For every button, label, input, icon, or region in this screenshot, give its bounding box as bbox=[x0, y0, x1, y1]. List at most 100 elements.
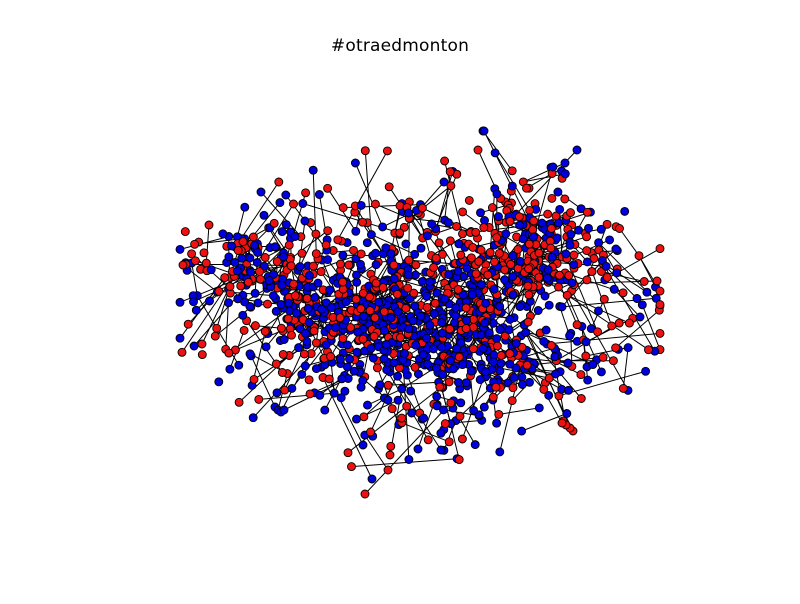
graph-node-blue bbox=[540, 337, 548, 345]
graph-node-blue bbox=[556, 205, 564, 213]
graph-node-red bbox=[312, 230, 320, 238]
graph-node-red bbox=[431, 299, 439, 307]
graph-node-red bbox=[387, 442, 395, 450]
graph-node-red bbox=[390, 261, 398, 269]
graph-node-red bbox=[656, 245, 664, 253]
graph-node-blue bbox=[573, 146, 581, 154]
graph-node-blue bbox=[315, 191, 323, 199]
graph-node-red bbox=[404, 284, 412, 292]
graph-node-blue bbox=[502, 230, 510, 238]
graph-node-blue bbox=[485, 329, 493, 337]
graph-edge bbox=[299, 221, 305, 268]
graph-node-blue bbox=[480, 127, 488, 135]
graph-node-red bbox=[325, 375, 333, 383]
graph-node-blue bbox=[353, 278, 361, 286]
graph-node-red bbox=[490, 258, 498, 266]
graph-node-blue bbox=[262, 343, 270, 351]
graph-node-red bbox=[412, 261, 420, 269]
graph-node-red bbox=[184, 320, 192, 328]
graph-node-blue bbox=[613, 269, 621, 277]
graph-node-blue bbox=[516, 221, 524, 229]
graph-node-red bbox=[561, 195, 569, 203]
graph-node-red bbox=[345, 261, 353, 269]
graph-node-red bbox=[558, 419, 566, 427]
graph-node-blue bbox=[516, 303, 524, 311]
graph-node-red bbox=[653, 277, 661, 285]
graph-node-blue bbox=[282, 221, 290, 229]
graph-node-red bbox=[619, 384, 627, 392]
graph-edge bbox=[206, 225, 209, 263]
graph-node-blue bbox=[535, 404, 543, 412]
graph-node-blue bbox=[551, 353, 559, 361]
graph-node-blue bbox=[597, 225, 605, 233]
graph-node-red bbox=[371, 314, 379, 322]
graph-node-blue bbox=[301, 362, 309, 370]
graph-node-red bbox=[462, 325, 470, 333]
graph-node-blue bbox=[423, 334, 431, 342]
graph-node-red bbox=[454, 286, 462, 294]
graph-node-red bbox=[418, 204, 426, 212]
graph-node-blue bbox=[548, 253, 556, 261]
graph-node-red bbox=[396, 229, 404, 237]
graph-node-blue bbox=[380, 327, 388, 335]
graph-node-blue bbox=[565, 386, 573, 394]
graph-node-red bbox=[215, 287, 223, 295]
graph-edge bbox=[623, 348, 628, 389]
graph-node-blue bbox=[433, 392, 441, 400]
graph-node-blue bbox=[273, 389, 281, 397]
graph-node-red bbox=[291, 292, 299, 300]
graph-node-red bbox=[359, 289, 367, 297]
graph-node-blue bbox=[372, 261, 380, 269]
graph-node-red bbox=[524, 318, 532, 326]
graph-node-red bbox=[383, 147, 391, 155]
graph-node-red bbox=[458, 435, 466, 443]
graph-node-red bbox=[469, 345, 477, 353]
graph-node-red bbox=[403, 402, 411, 410]
graph-node-red bbox=[447, 399, 455, 407]
graph-node-blue bbox=[292, 309, 300, 317]
graph-node-blue bbox=[353, 348, 361, 356]
graph-node-red bbox=[402, 304, 410, 312]
graph-node-red bbox=[609, 357, 617, 365]
graph-node-red bbox=[281, 386, 289, 394]
graph-node-blue bbox=[241, 298, 249, 306]
graph-edge bbox=[620, 229, 640, 256]
graph-node-blue bbox=[414, 445, 422, 453]
graph-node-blue bbox=[254, 299, 262, 307]
graph-node-red bbox=[221, 274, 229, 282]
graph-node-blue bbox=[470, 406, 478, 414]
graph-node-blue bbox=[585, 224, 593, 232]
graph-node-blue bbox=[478, 281, 486, 289]
graph-node-red bbox=[616, 225, 624, 233]
graph-node-red bbox=[285, 241, 293, 249]
graph-node-blue bbox=[642, 367, 650, 375]
graph-node-red bbox=[324, 184, 332, 192]
graph-node-blue bbox=[439, 371, 447, 379]
graph-node-red bbox=[240, 326, 248, 334]
graph-node-blue bbox=[496, 302, 504, 310]
graph-node-blue bbox=[346, 355, 354, 363]
graph-node-blue bbox=[518, 381, 526, 389]
graph-node-red bbox=[181, 228, 189, 236]
graph-node-blue bbox=[269, 292, 277, 300]
graph-node-blue bbox=[566, 332, 574, 340]
graph-node-blue bbox=[299, 200, 307, 208]
graph-node-blue bbox=[491, 149, 499, 157]
graph-node-blue bbox=[438, 329, 446, 337]
graph-node-red bbox=[474, 146, 482, 154]
graph-node-blue bbox=[563, 410, 571, 418]
graph-node-red bbox=[385, 183, 393, 191]
graph-node-blue bbox=[382, 341, 390, 349]
graph-node-red bbox=[287, 262, 295, 270]
graph-node-blue bbox=[505, 326, 513, 334]
graph-node-red bbox=[446, 325, 454, 333]
graph-node-red bbox=[530, 217, 538, 225]
graph-node-blue bbox=[303, 338, 311, 346]
graph-node-blue bbox=[295, 344, 303, 352]
graph-node-red bbox=[213, 324, 221, 332]
graph-node-red bbox=[547, 342, 555, 350]
graph-node-red bbox=[645, 346, 653, 354]
graph-edge bbox=[352, 459, 458, 467]
graph-node-blue bbox=[404, 271, 412, 279]
